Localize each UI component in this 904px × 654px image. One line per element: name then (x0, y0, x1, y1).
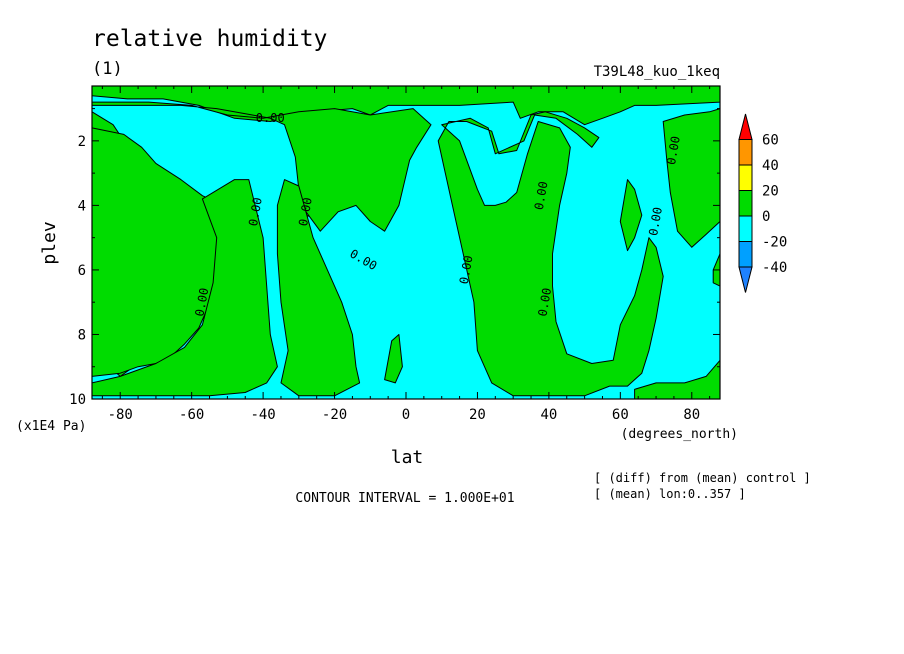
colorbar-bin (738, 190, 753, 217)
chart-title: relative humidity (92, 26, 327, 52)
x-tick-label: -40 (250, 407, 275, 423)
positive-region-6 (384, 334, 403, 384)
contour-label: 0.00 (646, 206, 665, 237)
positive-regions (91, 85, 721, 400)
colorbar-bin (738, 113, 753, 140)
contour-labels: 0.000.00 0.000.000.000.000.000.000.000.00 (192, 111, 682, 318)
colorbar-label: 60 (762, 133, 779, 149)
contour-label: 0.00 (256, 111, 285, 125)
y-tick-label: 4 (78, 198, 86, 214)
note-line-2: [ (mean) lon:0..357 ] (594, 487, 746, 501)
chart-subtitle: (1) (92, 59, 123, 79)
colorbar: -40 -20 0 20 40 60 (738, 113, 787, 293)
x-units-label: (degrees_north) (621, 427, 738, 442)
positive-region-4 (91, 179, 278, 397)
contour-label: 0.00 (532, 180, 551, 211)
x-axis: -80 -60 -40 -20 0 20 40 60 80 (101, 86, 711, 423)
colorbar-bin (738, 215, 753, 242)
y-tick-label: 10 (69, 392, 86, 408)
colorbar-label: -40 (762, 260, 787, 276)
note-line-1: [ (diff) from (mean) control ] (594, 471, 811, 485)
positive-region-9 (662, 108, 721, 248)
y-tick-label: 2 (78, 134, 86, 150)
contour-label: 0.00 (246, 196, 265, 227)
plot-area: 0.000.00 0.000.000.000.000.000.000.000.00 (91, 85, 721, 400)
x-tick-label: -20 (322, 407, 347, 423)
y-units-label: (x1E4 Pa) (16, 419, 86, 434)
y-axis: 2 4 6 8 10 (69, 108, 720, 408)
contour-label: 0.00 (457, 254, 476, 285)
contour-label: 0.00 (296, 196, 315, 227)
y-tick-label: 8 (78, 327, 86, 343)
contour-label: 0.00 (535, 287, 554, 318)
colorbar-label: -20 (762, 235, 787, 251)
colorbar-bin (738, 241, 753, 268)
x-tick-label: 20 (469, 407, 486, 423)
positive-region-5 (276, 179, 361, 397)
positive-region-8 (619, 179, 643, 252)
x-tick-label: 80 (683, 407, 700, 423)
positive-region-1 (91, 101, 432, 232)
x-axis-label: lat (391, 447, 424, 468)
colorbar-label: 40 (762, 158, 779, 174)
positive-region-7 (437, 111, 664, 397)
colorbar-bin (738, 164, 753, 191)
colorbar-label: 20 (762, 184, 779, 200)
colorbar-bin (738, 266, 753, 293)
contour-interval-text: CONTOUR INTERVAL = 1.000E+01 (295, 491, 514, 506)
colorbar-label: 0 (762, 209, 770, 225)
contour-label: 0.00 (664, 135, 683, 166)
y-axis-label: plev (39, 221, 60, 264)
x-tick-label: 60 (612, 407, 629, 423)
run-label: T39L48_kuo_1keq (594, 64, 720, 80)
contour-label: 0.00 (192, 287, 211, 318)
x-tick-label: -60 (179, 407, 204, 423)
x-tick-label: 0 (402, 407, 410, 423)
x-tick-label: 40 (540, 407, 557, 423)
x-tick-label: -80 (108, 407, 133, 423)
colorbar-bin (738, 139, 753, 166)
y-tick-label: 6 (78, 263, 86, 279)
